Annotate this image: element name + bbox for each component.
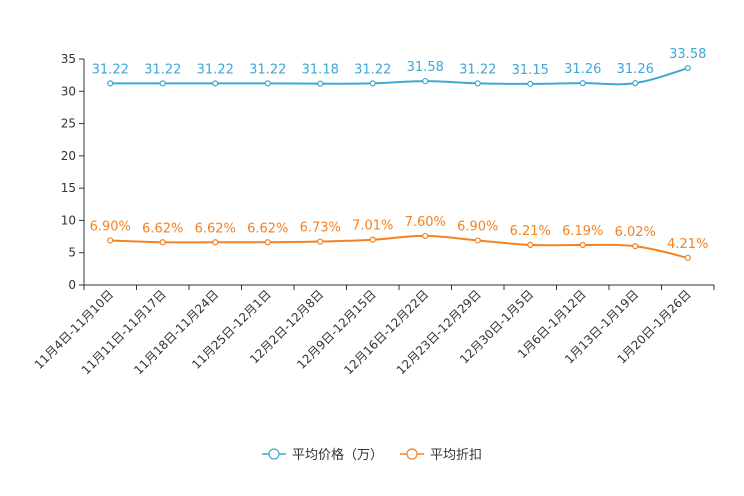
y-tick-label: 5 xyxy=(68,246,76,260)
series-layer: 31.22 31.22 31.22 31.22 31.18 31.22 31.58 31.22… xyxy=(90,47,708,261)
data-label: 6.90% xyxy=(90,219,131,234)
data-point[interactable] xyxy=(264,239,271,246)
data-label: 6.73% xyxy=(300,221,341,236)
data-label: 31.22 xyxy=(354,62,391,77)
y-tick-label: 0 xyxy=(68,278,76,292)
data-point[interactable] xyxy=(474,237,481,244)
data-label: 31.15 xyxy=(512,63,549,78)
axes: 0510152025303511月4日-11月10日11月11日-11月17日1… xyxy=(32,52,715,377)
legend-item-0[interactable]: 平均价格（万） xyxy=(262,447,383,463)
y-tick-label: 35 xyxy=(61,52,76,66)
data-point[interactable] xyxy=(422,232,429,240)
data-point[interactable] xyxy=(684,254,691,261)
data-label: 31.22 xyxy=(144,62,181,77)
data-label: 31.26 xyxy=(617,62,654,77)
data-label: 31.22 xyxy=(197,62,234,77)
data-point[interactable] xyxy=(632,243,639,250)
data-point[interactable] xyxy=(527,241,534,249)
data-label: 6.90% xyxy=(457,219,498,234)
y-tick-label: 15 xyxy=(61,181,76,195)
data-point[interactable] xyxy=(579,80,586,87)
legend-label: 平均价格（万） xyxy=(292,447,383,463)
data-point[interactable] xyxy=(632,80,639,87)
data-label: 31.58 xyxy=(407,60,444,75)
data-point[interactable] xyxy=(159,239,166,246)
legend-label: 平均折扣 xyxy=(430,448,482,463)
series-line xyxy=(110,67,689,86)
data-label: 31.22 xyxy=(249,62,286,77)
data-point[interactable] xyxy=(212,239,219,246)
data-point[interactable] xyxy=(369,80,376,87)
data-label: 7.01% xyxy=(352,219,393,234)
data-point[interactable] xyxy=(264,80,271,87)
data-point[interactable] xyxy=(684,65,691,72)
data-label: 31.18 xyxy=(302,63,339,78)
data-label: 31.26 xyxy=(564,62,601,77)
data-label: 4.21% xyxy=(667,237,708,252)
data-point[interactable] xyxy=(107,80,114,87)
series-1: 6.90% 6.62% 6.62% 6.62% 6.73% 7.01% 7.60% 6.90%… xyxy=(90,215,708,261)
data-label: 33.58 xyxy=(669,47,706,62)
data-label: 7.60% xyxy=(405,215,446,230)
y-tick-label: 20 xyxy=(61,149,76,163)
data-point[interactable] xyxy=(422,77,429,85)
data-point[interactable] xyxy=(107,237,114,244)
data-label: 6.21% xyxy=(510,224,551,239)
data-label: 31.22 xyxy=(92,62,129,77)
legend-item-1[interactable]: 平均折扣 xyxy=(400,448,482,463)
data-label: 6.62% xyxy=(247,221,288,236)
y-tick-label: 30 xyxy=(61,84,76,98)
data-point[interactable] xyxy=(527,80,534,87)
series-0: 31.22 31.22 31.22 31.22 31.18 31.22 31.58 31.22… xyxy=(92,47,706,87)
data-label: 6.62% xyxy=(142,221,183,236)
data-label: 31.22 xyxy=(459,62,496,77)
data-point[interactable] xyxy=(159,80,166,87)
data-label: 6.62% xyxy=(195,221,236,236)
y-tick-label: 10 xyxy=(61,213,76,227)
data-point[interactable] xyxy=(212,80,219,87)
data-point[interactable] xyxy=(579,241,586,249)
data-point[interactable] xyxy=(317,238,324,245)
y-tick-label: 25 xyxy=(61,117,76,131)
data-point[interactable] xyxy=(317,80,324,87)
series-line xyxy=(110,234,688,259)
legend-marker xyxy=(406,448,418,460)
legend-marker xyxy=(268,448,280,460)
data-label: 6.19% xyxy=(562,224,603,239)
data-point[interactable] xyxy=(474,80,481,87)
data-point[interactable] xyxy=(369,236,376,243)
data-label: 6.02% xyxy=(615,225,656,240)
legend: 平均价格（万） 平均折扣 xyxy=(262,447,482,463)
